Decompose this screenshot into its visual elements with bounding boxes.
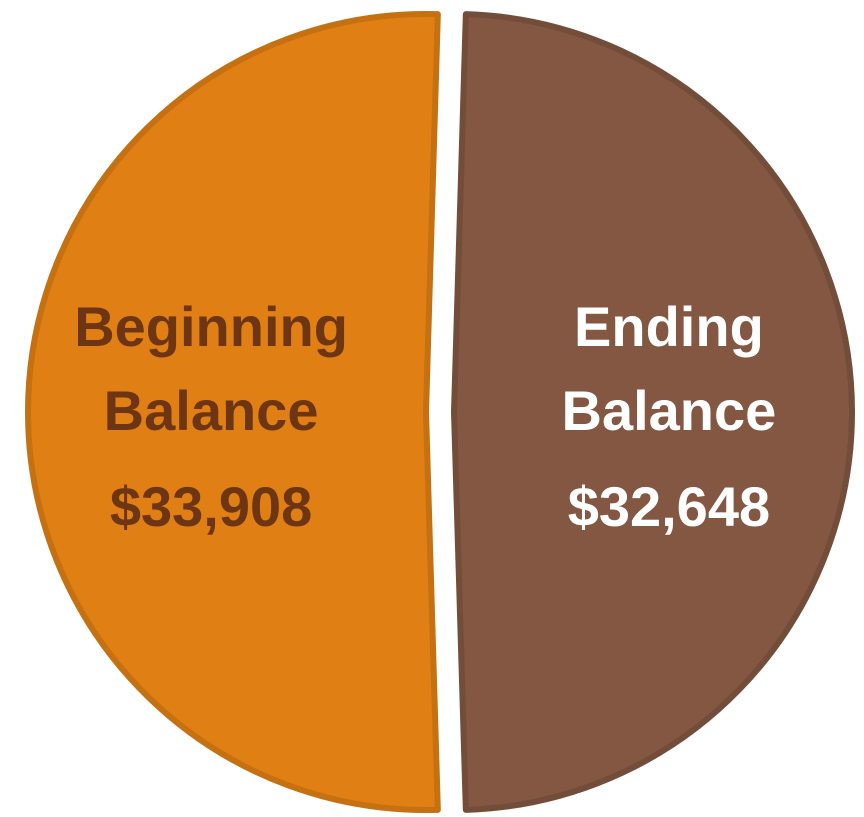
slice-value-label: $32,648 — [567, 475, 771, 538]
slice-category-label: Ending Balance — [561, 295, 777, 442]
slice-value-label: $33,908 — [109, 475, 313, 538]
pie-slice — [451, 11, 855, 813]
slice-category-label: Beginning Balance — [74, 295, 348, 442]
pie-slice — [25, 11, 441, 813]
